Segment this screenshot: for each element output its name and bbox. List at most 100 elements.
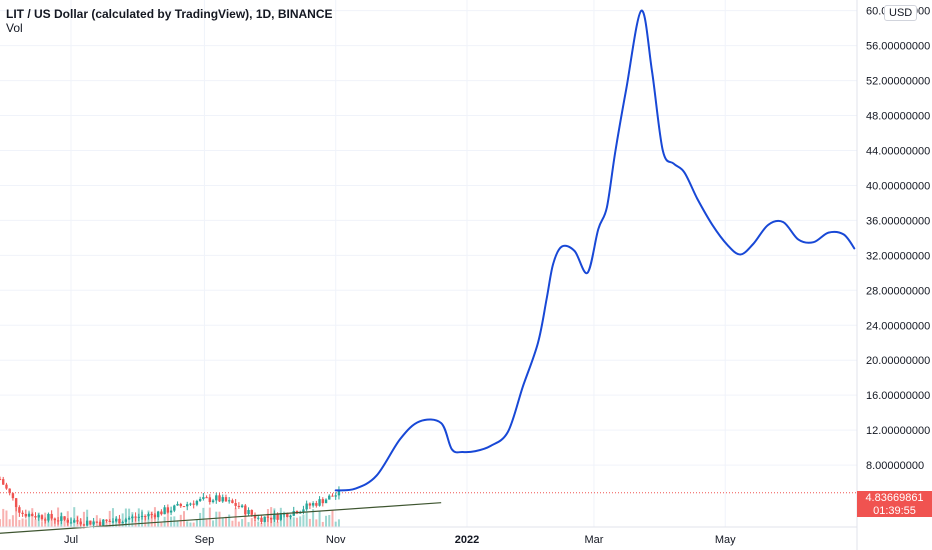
y-tick-label: 12.00000000 <box>866 425 930 437</box>
candle-body <box>150 514 153 516</box>
volume-indicator-label[interactable]: Vol <box>6 21 23 35</box>
volume-bar <box>218 511 221 527</box>
volume-bar <box>334 521 337 527</box>
candle-body <box>328 495 331 500</box>
candle-body <box>121 521 124 524</box>
volume-bar <box>224 516 227 527</box>
volume-bar <box>286 517 289 527</box>
currency-button[interactable]: USD <box>884 5 918 21</box>
candle-body <box>211 500 215 503</box>
candle-body <box>131 516 134 519</box>
candle-body <box>50 513 53 519</box>
candle-body <box>66 519 69 523</box>
candle-body <box>24 513 28 517</box>
volume-bar <box>82 511 85 527</box>
candle-body <box>166 507 170 513</box>
candle-body <box>14 498 18 508</box>
candle-body <box>134 516 137 518</box>
volume-bar <box>292 517 295 527</box>
candle-body <box>31 514 34 517</box>
volume-bar <box>260 522 263 527</box>
volume-bar <box>270 507 273 527</box>
candle-body <box>311 503 315 506</box>
y-tick-label: 40.00000000 <box>866 180 930 192</box>
volume-bar <box>144 514 147 527</box>
volume-bar <box>315 519 318 527</box>
candle-body <box>98 521 102 526</box>
x-tick-label: Nov <box>326 534 346 546</box>
volume-bar <box>34 519 37 527</box>
volume-bar <box>299 516 302 527</box>
x-tick-label: 2022 <box>455 534 479 546</box>
candle-body <box>227 500 231 502</box>
candle-body <box>40 515 44 520</box>
candle-body <box>79 521 82 525</box>
volume-bar <box>305 511 308 527</box>
candle-body <box>169 510 173 513</box>
candle-body <box>321 499 324 504</box>
last-price-value: 4.83669861 <box>865 492 924 504</box>
volume-bar <box>182 511 185 527</box>
volume-bar <box>228 514 231 527</box>
volume-bar <box>263 518 266 527</box>
candle-body <box>43 519 47 521</box>
volume-bar <box>283 511 286 527</box>
candle-body <box>315 503 318 506</box>
candle-body <box>102 519 105 526</box>
candle-body <box>73 520 76 523</box>
candle-body <box>237 505 241 507</box>
candle-body <box>69 522 73 524</box>
candle-body <box>308 503 312 506</box>
candle-body <box>76 520 79 522</box>
volume-bar <box>250 518 253 527</box>
candle-body <box>60 516 63 521</box>
candle-body <box>195 500 199 505</box>
candle-body <box>289 515 292 518</box>
volume-bar <box>31 508 34 527</box>
volume-bar <box>302 514 305 527</box>
projection-layer[interactable] <box>334 9 856 492</box>
volume-bar <box>15 507 18 527</box>
candle-body <box>21 512 24 514</box>
candle-body <box>331 495 334 497</box>
candle-body <box>18 507 21 513</box>
volume-bar <box>176 520 179 527</box>
candle-body <box>218 495 221 502</box>
candle-body <box>266 516 270 518</box>
candle-body <box>208 497 212 503</box>
candle-body <box>56 520 60 522</box>
volume-bar <box>212 520 215 527</box>
volume-bar <box>2 508 5 527</box>
candle-body <box>202 497 205 499</box>
candle-body <box>234 503 237 506</box>
volume-bar <box>157 520 160 527</box>
candle-body <box>302 509 305 513</box>
volume-bar <box>50 515 53 527</box>
candle-body <box>318 499 321 506</box>
candle-body <box>82 524 86 526</box>
volume-bar <box>289 514 292 527</box>
candle-body <box>286 513 289 518</box>
volume-bar <box>18 519 21 527</box>
volume-bar <box>295 517 298 527</box>
candle-body <box>173 505 176 511</box>
trend-layer[interactable] <box>0 502 442 534</box>
volume-bar <box>28 510 31 527</box>
candle-body <box>95 521 99 523</box>
candle-body <box>11 493 15 499</box>
candle-body <box>260 517 263 522</box>
x-tick-label: May <box>715 534 736 546</box>
volume-bar <box>321 521 324 527</box>
y-tick-label: 28.00000000 <box>866 285 930 297</box>
x-tick-label: Mar <box>584 534 603 546</box>
candle-body <box>34 516 37 518</box>
candle-body <box>205 497 208 499</box>
volume-bar <box>195 519 198 527</box>
x-tick-label: Sep <box>195 534 215 546</box>
candle-body <box>273 513 276 520</box>
candle-body <box>305 503 308 510</box>
last-price-badge: 4.83669861 01:39:55 <box>857 491 932 517</box>
volume-bar <box>0 519 1 527</box>
candle-body <box>192 503 195 505</box>
